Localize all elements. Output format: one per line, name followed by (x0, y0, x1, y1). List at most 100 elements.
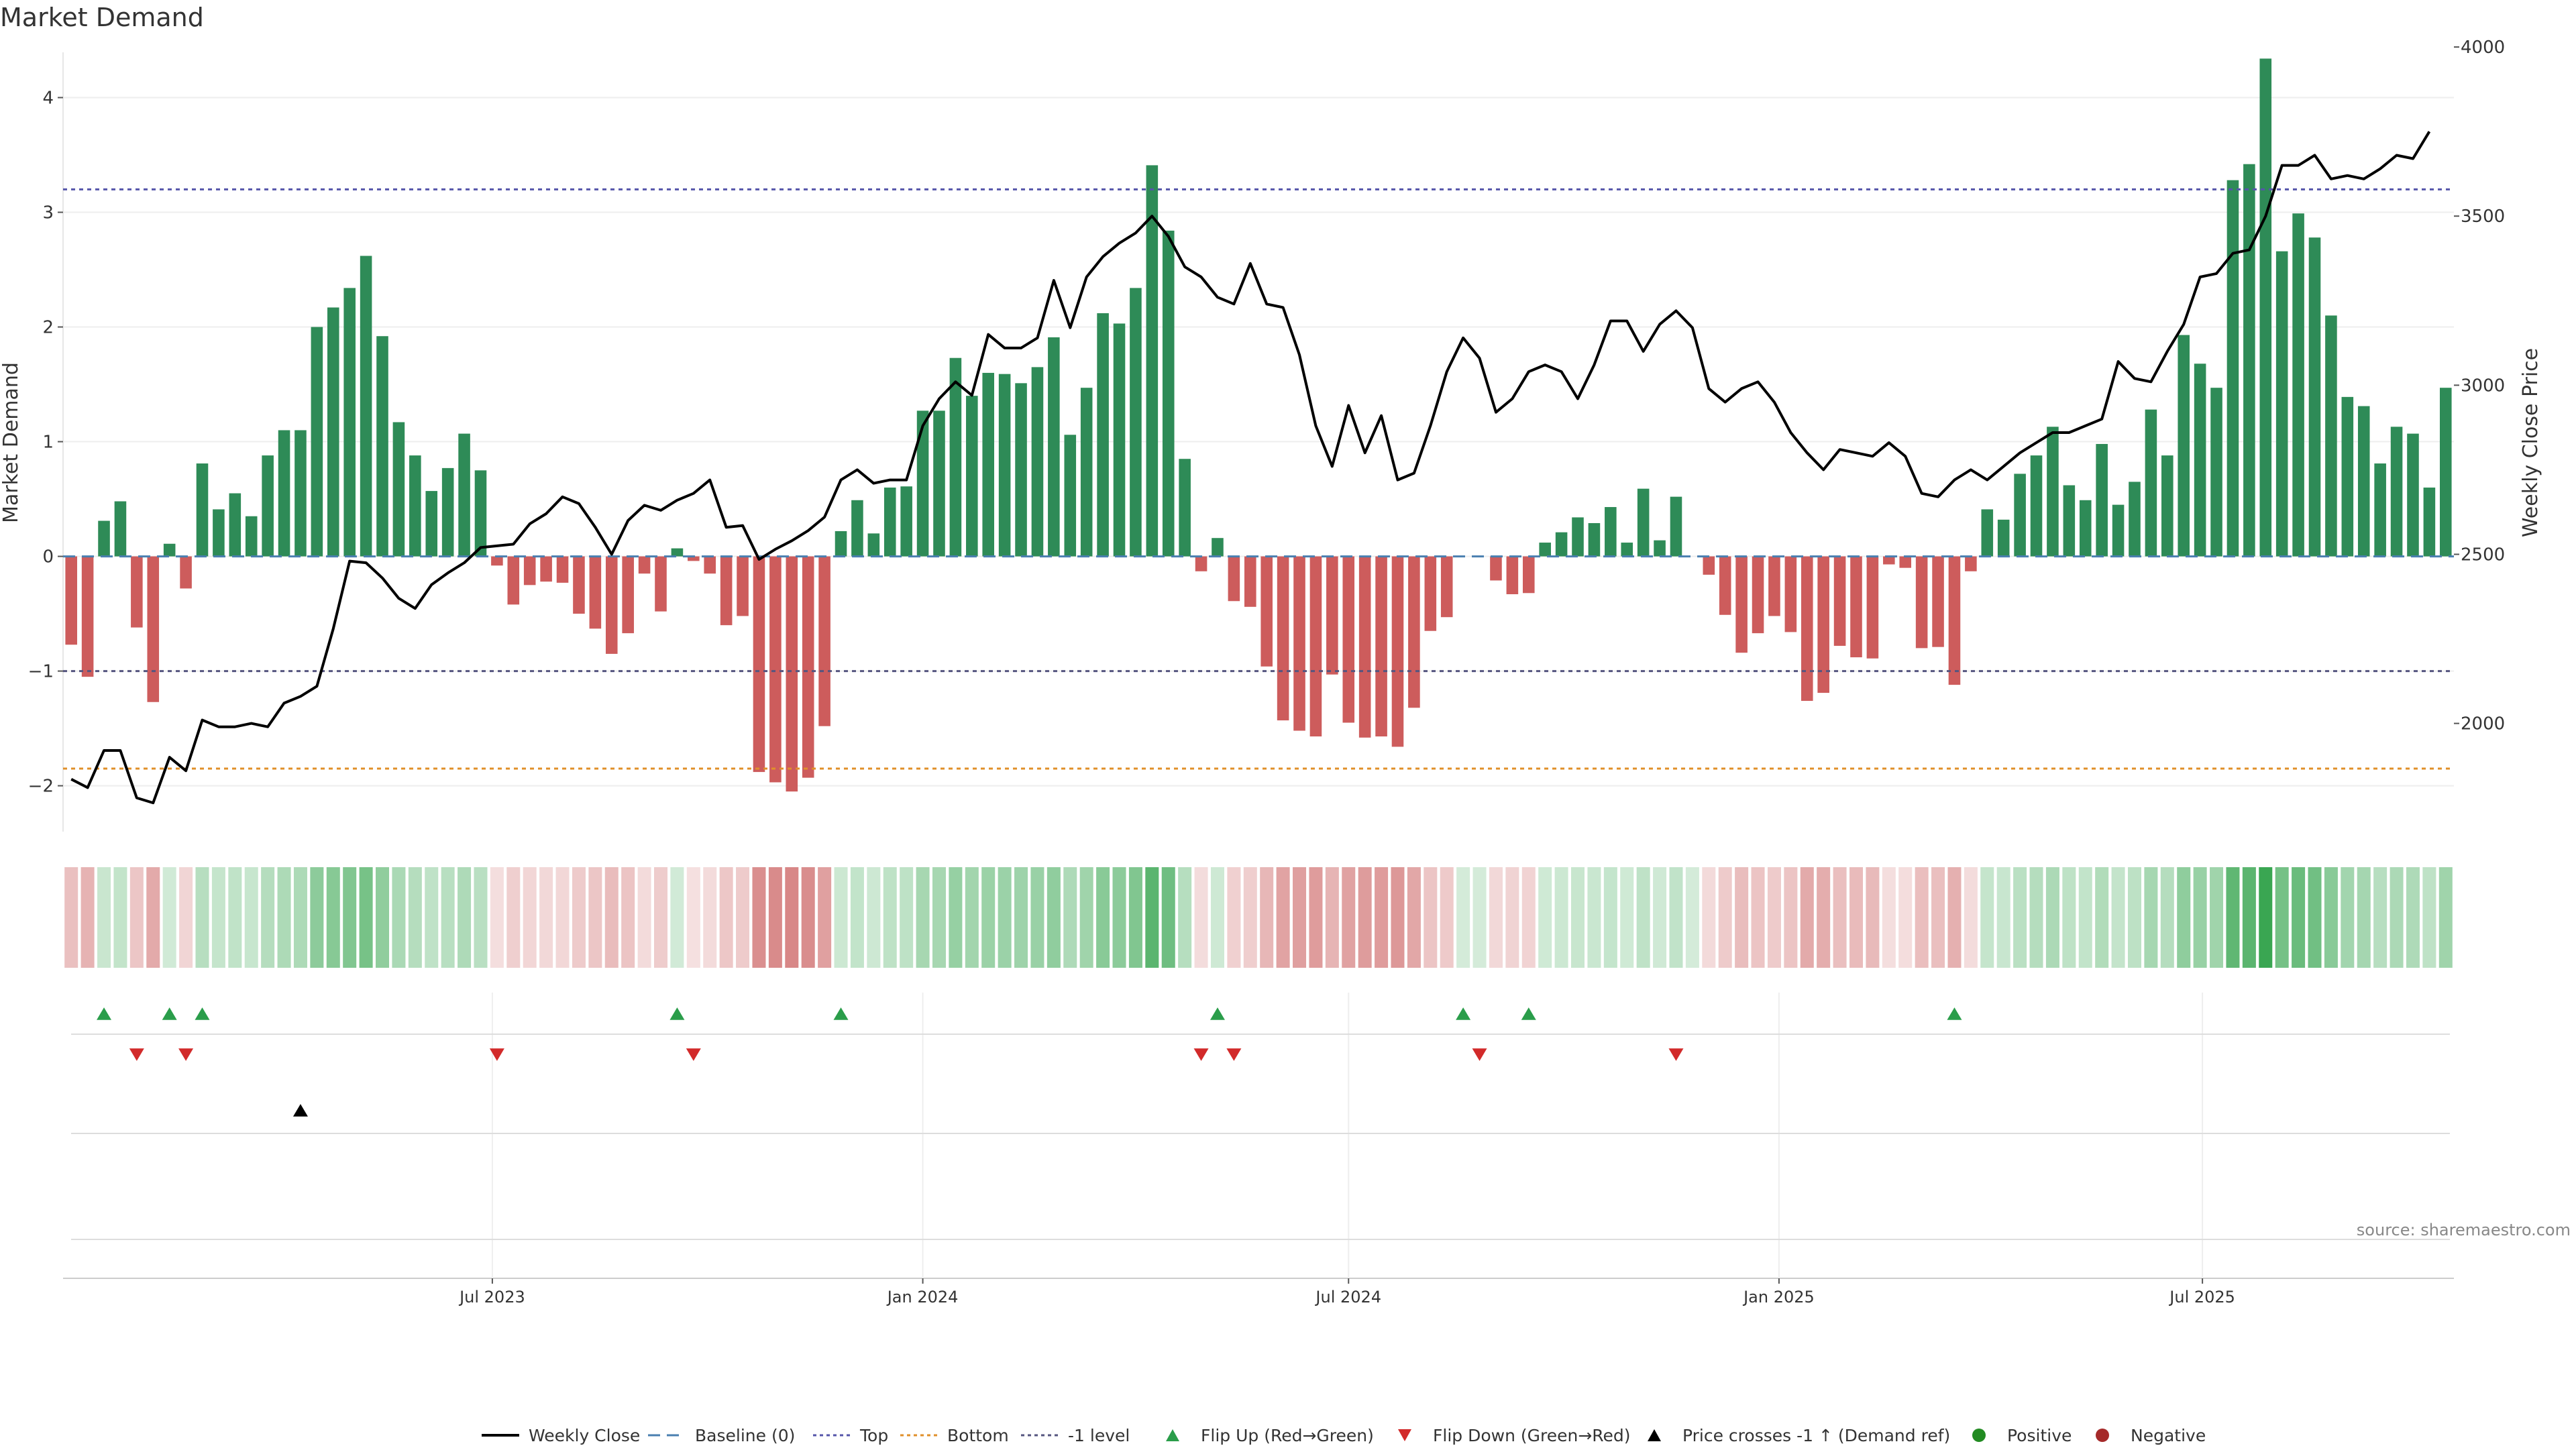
demand-bar (1064, 435, 1077, 557)
demand-bar (1572, 517, 1584, 557)
chart-title: Market Demand (0, 3, 204, 32)
demand-bar (2161, 455, 2174, 557)
demand-bar (1097, 313, 1109, 557)
heat-strip-cell (2160, 867, 2174, 968)
flip-down-marker (686, 1048, 701, 1061)
demand-bar (1506, 556, 1519, 594)
heat-strip-cell (2324, 867, 2338, 968)
heat-strip-cell (1407, 867, 1421, 968)
demand-bar (213, 509, 225, 557)
demand-bar (1735, 556, 1748, 653)
heat-strip-cell (588, 867, 602, 968)
heat-strip-cell (1587, 867, 1601, 968)
demand-bar (458, 433, 470, 557)
demand-bar (1621, 543, 1633, 557)
demand-bar (818, 556, 830, 726)
heat-strip-cell (244, 867, 258, 968)
weekly-close-line (70, 131, 2431, 805)
demand-bar (392, 422, 405, 557)
demand-bar (2047, 427, 2059, 557)
flip-up-marker (195, 1007, 210, 1020)
demand-bar (655, 556, 667, 612)
heat-strip-cell (1227, 867, 1241, 968)
heat-strip-cell (2373, 867, 2387, 968)
line-dashed-icon (648, 1434, 686, 1437)
demand-bar (163, 543, 176, 557)
circle-red-icon (2096, 1429, 2109, 1442)
heat-strip-cell (2242, 867, 2256, 968)
heat-strip-cell (883, 867, 897, 968)
demand-bar (1719, 556, 1731, 615)
heat-strip-cell (1260, 867, 1274, 968)
demand-bar (2014, 473, 2026, 557)
demand-bar (1440, 556, 1453, 618)
legend: Weekly Close Baseline (0) Top Bottom -1 leve… (0, 1420, 2576, 1450)
x-tick-label: Jul 2023 (458, 1288, 525, 1306)
line-dotted-icon (813, 1434, 851, 1437)
demand-bar (802, 556, 814, 778)
demand-bar (638, 556, 651, 574)
heat-strip-cell (2062, 867, 2076, 968)
heat-strip-cell (2275, 867, 2289, 968)
demand-bar (1179, 459, 1191, 557)
demand-bar (835, 531, 847, 557)
flip-up-marker (97, 1007, 112, 1020)
demand-bar (1588, 522, 1601, 557)
y-tick-label: −1 (28, 662, 54, 682)
demand-bar (1293, 556, 1305, 731)
demand-bar (2440, 388, 2452, 557)
heat-strip-cell (2292, 867, 2306, 968)
heat-strip-cell (736, 867, 750, 968)
heat-strip-cell (1014, 867, 1028, 968)
heat-strip-cell (1178, 867, 1192, 968)
demand-bar (1899, 556, 1912, 568)
demand-bar (1228, 556, 1240, 602)
heat-strip-cell (1735, 867, 1749, 968)
demand-bar (982, 372, 995, 557)
heat-strip-cell (1866, 867, 1880, 968)
heat-strip-cell (376, 867, 390, 968)
demand-bar (1260, 556, 1273, 667)
demand-bar (1358, 556, 1371, 738)
heat-strip-cell (1128, 867, 1142, 968)
heat-strip-cell (310, 867, 324, 968)
heat-strip-cell (425, 867, 439, 968)
heat-strip-cell (785, 867, 799, 968)
heat-strip-cell (1554, 867, 1568, 968)
demand-bar (1031, 367, 1044, 557)
demand-bar (1244, 556, 1256, 607)
demand-bar (1965, 556, 1977, 571)
demand-bar (1342, 556, 1355, 723)
demand-bar (1326, 556, 1338, 675)
heat-strip-cell (1964, 867, 1978, 968)
demand-bar (294, 430, 307, 557)
y2-axis-label: Weekly Close Price (2519, 348, 2542, 537)
heat-strip-cell (2177, 867, 2191, 968)
heat-strip-cell (113, 867, 127, 968)
demand-bar (1932, 556, 1944, 647)
demand-bar (1784, 556, 1797, 632)
demand-bar (1309, 556, 1322, 737)
heat-strip-cell (1063, 867, 1077, 968)
demand-bar (425, 491, 438, 557)
heat-strip-cell (768, 867, 782, 968)
heat-strip-cell (392, 867, 406, 968)
demand-bar (65, 556, 77, 645)
legend-label: Positive (2007, 1425, 2072, 1445)
demand-bar (2423, 487, 2436, 557)
legend-label: -1 level (1068, 1425, 1130, 1445)
legend-label: Baseline (0) (695, 1425, 796, 1445)
demand-bar (622, 556, 634, 634)
heat-strip-cell (1669, 867, 1683, 968)
heat-strip-cell (2390, 867, 2404, 968)
demand-bar (491, 556, 503, 566)
heat-strip-cell (2357, 867, 2371, 968)
heat-strip-cell (998, 867, 1012, 968)
heat-strip-cell (1767, 867, 1781, 968)
demand-bar (245, 516, 258, 557)
demand-bar (523, 556, 536, 585)
triangle-up-black-icon (1648, 1429, 1661, 1441)
heat-strip-cell (1342, 867, 1356, 968)
demand-bar (753, 556, 765, 773)
heat-strip-cell (900, 867, 914, 968)
